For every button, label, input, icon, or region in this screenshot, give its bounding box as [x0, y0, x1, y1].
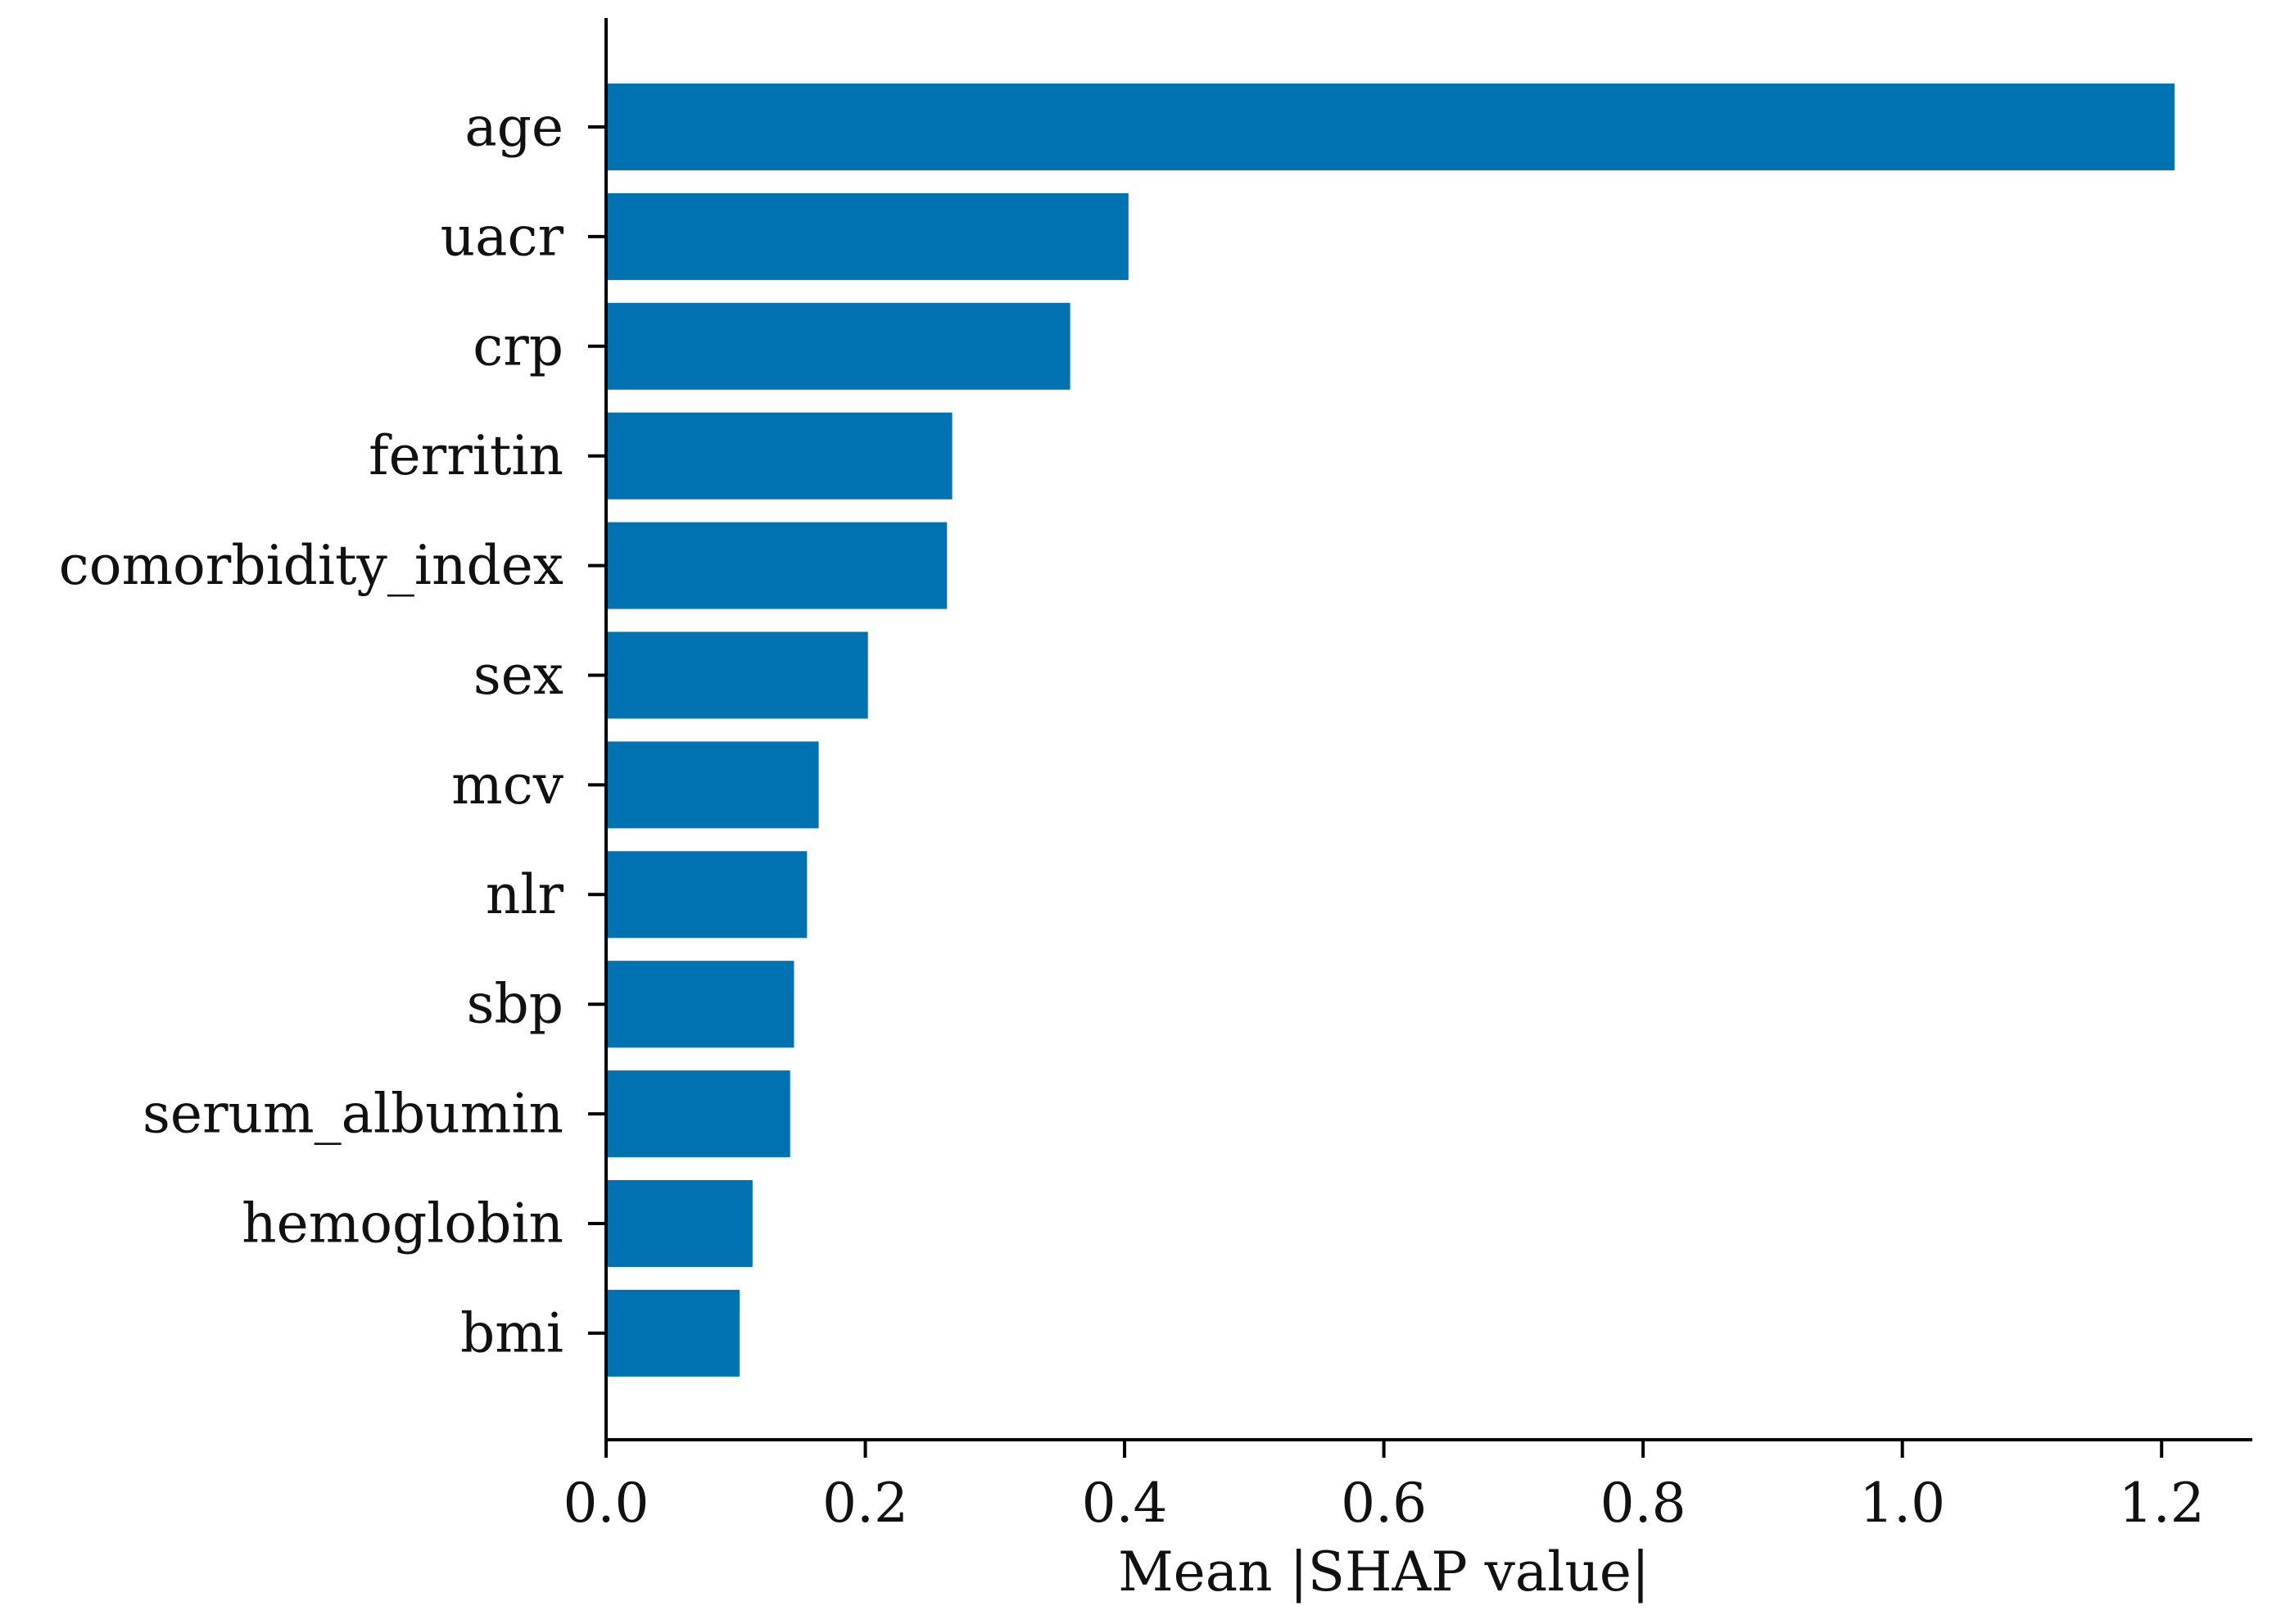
bar-crp	[606, 302, 1070, 390]
bar-hemoglobin	[606, 1180, 753, 1267]
x-tick-label-0.8: 0.8	[1600, 1472, 1686, 1535]
bar-ferritin	[606, 412, 953, 500]
x-tick-label-0.4: 0.4	[1082, 1472, 1168, 1535]
y-tick-label-age: age	[464, 96, 563, 159]
axes-layer	[604, 18, 2252, 1441]
x-tick-label-1.2: 1.2	[2119, 1472, 2205, 1535]
bar-bmi	[606, 1289, 740, 1377]
y-tick-label-crp: crp	[473, 314, 563, 378]
bar-sex	[606, 631, 868, 719]
y-tick-label-serum_albumin: serum_albumin	[143, 1083, 563, 1146]
bar-nlr	[606, 851, 808, 939]
x-tick-label-0.6: 0.6	[1341, 1472, 1427, 1535]
y-tick-label-sbp: sbp	[467, 973, 563, 1036]
bar-comorbidity_index	[606, 522, 948, 609]
bar-sbp	[606, 961, 794, 1048]
y-tick-label-ferritin: ferritin	[369, 424, 563, 487]
y-tick-label-sex: sex	[473, 644, 563, 707]
y-tick-label-uacr: uacr	[441, 205, 564, 268]
y-tick-label-mcv: mcv	[451, 753, 564, 817]
x-tick-label-0.2: 0.2	[822, 1472, 908, 1535]
bar-uacr	[606, 192, 1129, 280]
x-axis-title: Mean |SHAP value|	[1118, 1540, 1650, 1604]
y-tick-label-nlr: nlr	[486, 863, 564, 926]
x-tick-label-1.0: 1.0	[1859, 1472, 1945, 1535]
ticks-layer	[588, 125, 2164, 1458]
y-tick-label-comorbidity_index: comorbidity_index	[59, 534, 563, 597]
bar-age	[606, 84, 2175, 170]
bar-serum_albumin	[606, 1070, 790, 1158]
y-tick-label-bmi: bmi	[460, 1301, 563, 1364]
bars-layer	[606, 84, 2175, 1377]
x-tick-label-0.0: 0.0	[563, 1472, 649, 1535]
y-tick-label-hemoglobin: hemoglobin	[242, 1192, 563, 1255]
bar-mcv	[606, 741, 819, 829]
